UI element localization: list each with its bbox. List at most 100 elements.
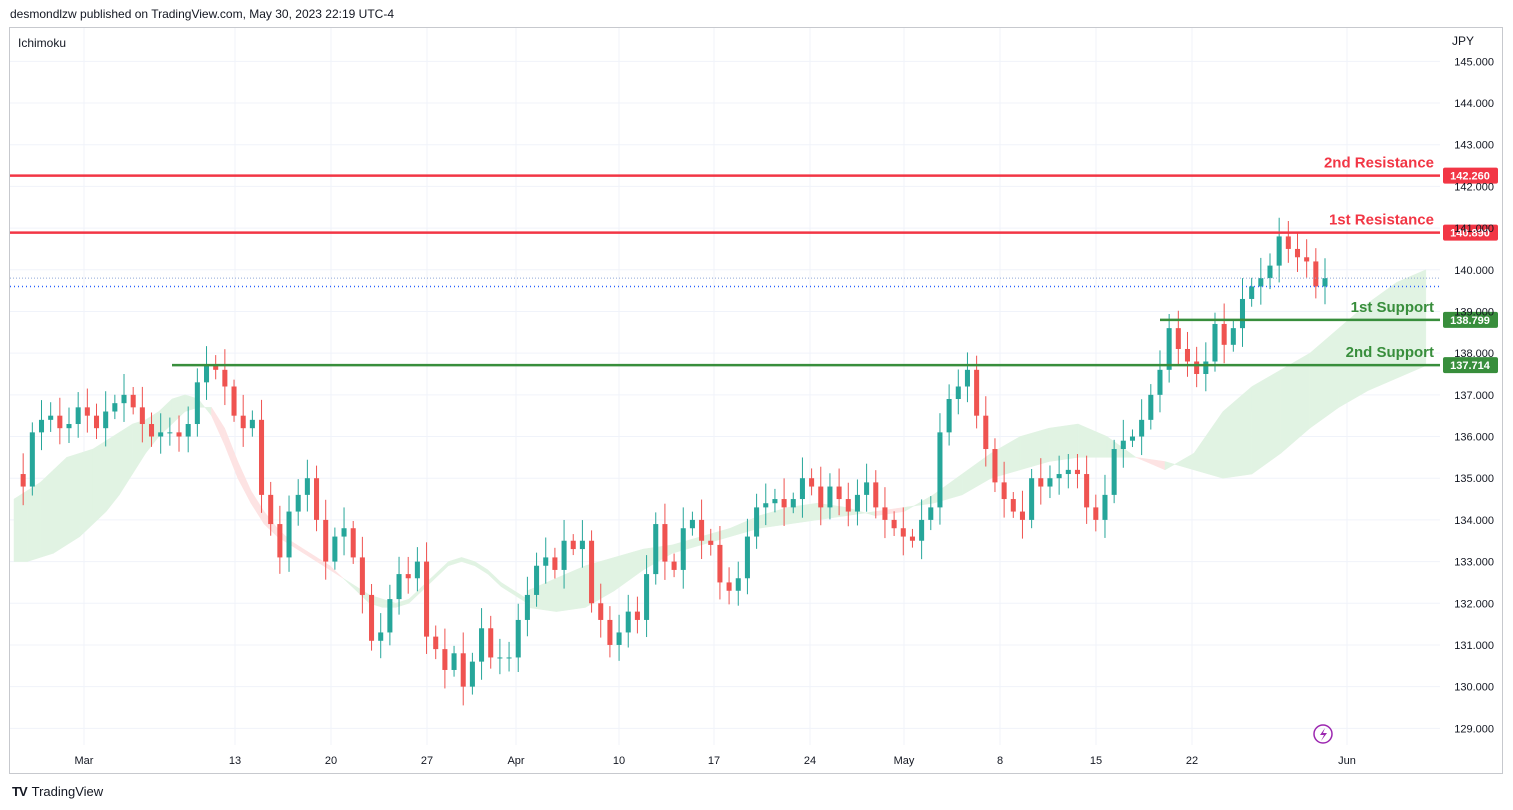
- candle-body: [451, 653, 457, 670]
- candle-body: [717, 544, 723, 583]
- candle-body: [1322, 278, 1328, 287]
- candle-body: [515, 619, 521, 658]
- candle-body: [1304, 257, 1310, 262]
- candle-body: [479, 628, 485, 662]
- candle-body: [1313, 261, 1319, 287]
- candle-body: [240, 415, 246, 429]
- candle-body: [653, 524, 659, 575]
- candle-body: [534, 565, 540, 595]
- level-name: 1st Resistance: [1329, 212, 1434, 229]
- candle-body: [1203, 361, 1209, 374]
- candle-body: [48, 415, 54, 420]
- candle-body: [579, 540, 585, 550]
- candle-body: [735, 578, 741, 591]
- candle-body: [992, 449, 998, 483]
- candle-body: [873, 482, 879, 508]
- candle-body: [1019, 511, 1025, 520]
- candle-body: [680, 528, 686, 570]
- tradingview-logo[interactable]: TV TradingView: [12, 784, 103, 799]
- candle-body: [1056, 474, 1062, 479]
- cloud-segment: [701, 527, 731, 546]
- cloud-segment: [1280, 352, 1311, 454]
- candle-body: [983, 415, 989, 450]
- cloud-segment: [250, 489, 265, 525]
- candle-body: [625, 611, 631, 633]
- cloud-segment: [672, 536, 702, 554]
- cloud-segment: [66, 452, 81, 546]
- candle-body: [460, 653, 466, 687]
- candle-body: [928, 507, 934, 520]
- candle-body: [405, 574, 411, 579]
- cloud-segment: [92, 440, 107, 525]
- candle-body: [900, 528, 906, 537]
- candle-body: [634, 611, 640, 620]
- candle-body: [799, 478, 805, 500]
- candle-body: [1139, 419, 1145, 437]
- y-tick-label: 140.000: [1454, 265, 1494, 277]
- candle-body: [387, 599, 393, 633]
- cloud-segment: [198, 398, 212, 417]
- cloud-segment: [329, 565, 344, 579]
- candle-body: [286, 511, 292, 558]
- candle-body: [827, 486, 833, 508]
- lightning-icon[interactable]: [1313, 724, 1333, 744]
- candle-body: [570, 540, 576, 550]
- candle-body: [1074, 469, 1080, 475]
- candle-body: [158, 432, 164, 437]
- candle-body: [662, 524, 668, 562]
- candle-body: [185, 424, 191, 437]
- y-tick-label: 142.000: [1454, 181, 1494, 193]
- x-tick-label: 8: [997, 755, 1003, 767]
- candle-body: [937, 432, 943, 508]
- candle-body: [818, 486, 824, 508]
- cloud-segment: [395, 598, 410, 608]
- level-price-badge: [1443, 167, 1498, 184]
- candle-body: [845, 499, 851, 512]
- candle-body: [524, 594, 530, 620]
- cloud-segment: [1135, 457, 1166, 471]
- candle-body: [1111, 449, 1117, 495]
- publish-caption: desmondlzw published on TradingView.com,…: [10, 7, 394, 21]
- cloud-segment: [303, 548, 318, 563]
- cloud-segment: [487, 569, 502, 588]
- cloud-segment: [53, 456, 67, 554]
- candle-body: [341, 528, 347, 537]
- candle-body: [1047, 478, 1053, 487]
- candle-body: [433, 636, 439, 650]
- candle-body: [616, 632, 622, 645]
- cloud-segment: [132, 419, 146, 475]
- level-price-badge: [1443, 224, 1498, 241]
- candle-body: [66, 424, 72, 429]
- candle-body: [332, 536, 338, 562]
- cloud-segment: [13, 490, 28, 562]
- candle-body: [561, 540, 567, 570]
- x-tick-label: 20: [325, 755, 337, 767]
- y-tick-label: 129.000: [1454, 723, 1494, 735]
- candle-body: [919, 519, 925, 541]
- candle-body: [964, 369, 970, 387]
- cloud-segment: [874, 507, 905, 517]
- candle-body: [1212, 323, 1218, 362]
- candle-body: [974, 369, 980, 416]
- cloud-segment: [237, 461, 252, 504]
- candle-body: [130, 394, 136, 408]
- candle-body: [1221, 323, 1227, 345]
- cloud-segment: [1251, 369, 1282, 475]
- cloud-segment: [1077, 423, 1108, 458]
- candle-body: [1249, 286, 1255, 299]
- candle-body: [882, 507, 888, 520]
- candle-body: [323, 519, 329, 562]
- candle-body: [1285, 236, 1291, 249]
- candle-body: [1093, 507, 1099, 520]
- candle-body: [946, 399, 952, 433]
- cloud-segment: [461, 557, 475, 567]
- candle-body: [222, 369, 228, 387]
- level-name: 2nd Resistance: [1324, 155, 1434, 172]
- candle-body: [414, 561, 420, 579]
- candle-body: [1148, 394, 1154, 420]
- cloud-segment: [119, 423, 133, 496]
- candle-body: [644, 574, 650, 620]
- candle-body: [1129, 436, 1135, 441]
- y-tick-label: 144.000: [1454, 98, 1494, 110]
